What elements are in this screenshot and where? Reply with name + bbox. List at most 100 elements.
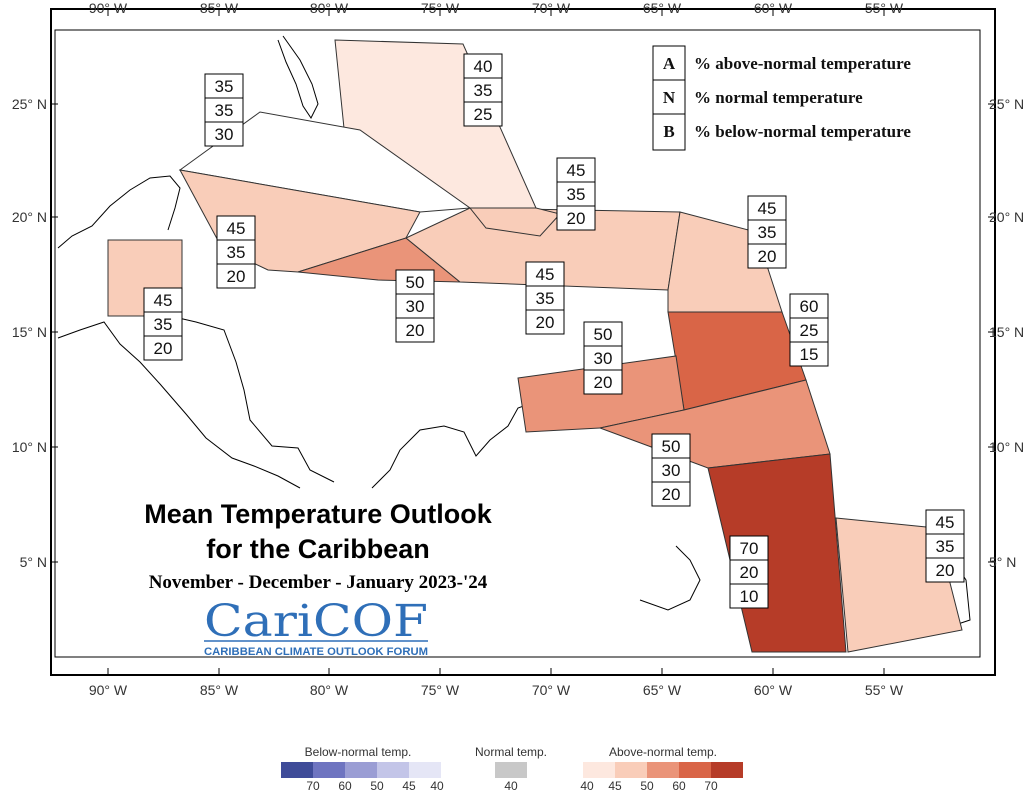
scale-swatch-below — [345, 762, 377, 778]
scale-above-label: Above-normal temp. — [609, 745, 717, 759]
scale-swatch-below — [313, 762, 345, 778]
prob-above: 50 — [662, 437, 681, 456]
prob-box-windward: 60 25 15 — [789, 293, 829, 367]
prob-box-belize: 45 35 20 — [143, 287, 183, 361]
lon-label-top: 75° W — [421, 0, 460, 16]
logo-wordmark: CariCOF — [204, 596, 428, 647]
prob-above: 40 — [474, 57, 493, 76]
lon-label-top: 55° W — [865, 0, 904, 16]
yucatan-coastline — [57, 175, 181, 249]
prob-box-leeward: 45 35 20 — [747, 195, 787, 269]
prob-box-frame — [925, 509, 965, 583]
map-title: Mean Temperature Outlook — [144, 499, 493, 529]
key-text-below: % below-normal temperature — [694, 122, 911, 141]
florida-coastline — [277, 35, 319, 119]
scale-tick: 50 — [640, 779, 654, 791]
prob-box-frame — [729, 535, 769, 609]
lat-label-right: 10° N — [989, 439, 1024, 455]
prob-below: 10 — [740, 587, 759, 606]
key-text-above: % above-normal temperature — [694, 54, 911, 73]
scale-tick: 45 — [608, 779, 622, 791]
prob-normal: 35 — [227, 243, 246, 262]
prob-above: 50 — [594, 325, 613, 344]
scale-swatch-below — [377, 762, 409, 778]
lon-label-bottom: 60° W — [754, 682, 793, 698]
prob-box-western-cuba: 45 35 20 — [216, 215, 256, 289]
prob-below: 20 — [662, 485, 681, 504]
lon-label-top: 70° W — [532, 0, 571, 16]
scale-tick: 70 — [704, 779, 718, 791]
prob-box-frame — [216, 215, 256, 289]
lon-label-bottom: 55° W — [865, 682, 904, 698]
scale-swatch-above — [647, 762, 679, 778]
prob-box-frame — [143, 287, 183, 361]
scale-swatch-above — [711, 762, 743, 778]
map-period: November - December - January 2023-'24 — [149, 572, 488, 593]
prob-below: 15 — [800, 345, 819, 364]
prob-box-hispaniola: 45 35 20 — [525, 261, 565, 335]
prob-above: 45 — [154, 291, 173, 310]
key-letter-column — [652, 45, 686, 151]
prob-below: 30 — [215, 125, 234, 144]
lat-label-right: 20° N — [989, 209, 1024, 225]
scale-normal-label: Normal temp. — [475, 745, 547, 759]
scale-tick: 60 — [338, 779, 352, 791]
caricof-logo: CariCOF CARIBBEAN CLIMATE OUTLOOK FORUM — [204, 596, 428, 658]
lon-label-top: 60° W — [754, 0, 793, 16]
prob-below: 20 — [536, 313, 555, 332]
prob-box-cuba: 35 35 30 — [204, 73, 244, 147]
prob-above: 45 — [936, 513, 955, 532]
prob-box-frame — [583, 321, 623, 395]
lon-label-bottom: 85° W — [200, 682, 239, 698]
prob-normal: 35 — [936, 537, 955, 556]
orinoco-coastline — [639, 545, 701, 611]
central-america-pacific-coast — [57, 321, 301, 489]
prob-below: 25 — [474, 105, 493, 124]
prob-above: 50 — [406, 273, 425, 292]
lon-label-top: 90° W — [89, 0, 128, 16]
lat-label-right: 5° N — [989, 554, 1016, 570]
prob-normal: 35 — [215, 101, 234, 120]
scale-below-label: Below-normal temp. — [305, 745, 412, 759]
scale-tick: 60 — [672, 779, 686, 791]
scale-swatch-above — [583, 762, 615, 778]
map-title-line2: for the Caribbean — [206, 534, 430, 564]
color-scale: Below-normal temp. Normal temp. Above-no… — [281, 745, 743, 791]
logo-subtitle: CARIBBEAN CLIMATE OUTLOOK FORUM — [204, 646, 428, 658]
lon-label-bottom: 65° W — [643, 682, 682, 698]
prob-normal: 30 — [594, 349, 613, 368]
lat-label-right: 25° N — [989, 96, 1024, 112]
prob-box-frame — [395, 269, 435, 343]
scale-tick: 40 — [504, 779, 518, 791]
prob-box-frame — [747, 195, 787, 269]
scale-tick: 40 — [430, 779, 444, 791]
scale-swatch-above — [679, 762, 711, 778]
prob-box-bahamas: 40 35 25 — [463, 53, 503, 127]
prob-below: 20 — [758, 247, 777, 266]
prob-below: 20 — [227, 267, 246, 286]
lon-label-top: 80° W — [310, 0, 349, 16]
prob-below: 20 — [154, 339, 173, 358]
lon-label-top: 65° W — [643, 0, 682, 16]
prob-normal: 25 — [800, 321, 819, 340]
lon-label-bottom: 75° W — [421, 682, 460, 698]
scale-swatch-above — [615, 762, 647, 778]
lat-label-left: 20° N — [12, 209, 47, 225]
scale-tick: 40 — [580, 779, 594, 791]
key-text-normal: % normal temperature — [694, 88, 863, 107]
scale-swatch-below — [281, 762, 313, 778]
prob-normal: 35 — [567, 185, 586, 204]
prob-below: 20 — [936, 561, 955, 580]
scale-tick: 50 — [370, 779, 384, 791]
prob-box-frame — [556, 157, 596, 231]
lon-label-top: 85° W — [200, 0, 239, 16]
lat-label-left: 25° N — [12, 96, 47, 112]
prob-box-jamaica: 50 30 20 — [395, 269, 435, 343]
prob-normal: 30 — [662, 461, 681, 480]
scale-tick: 45 — [402, 779, 416, 791]
key-letter-b: B — [663, 122, 674, 141]
lat-label-left: 5° N — [20, 554, 47, 570]
prob-normal: 35 — [154, 315, 173, 334]
lon-label-bottom: 70° W — [532, 682, 571, 698]
